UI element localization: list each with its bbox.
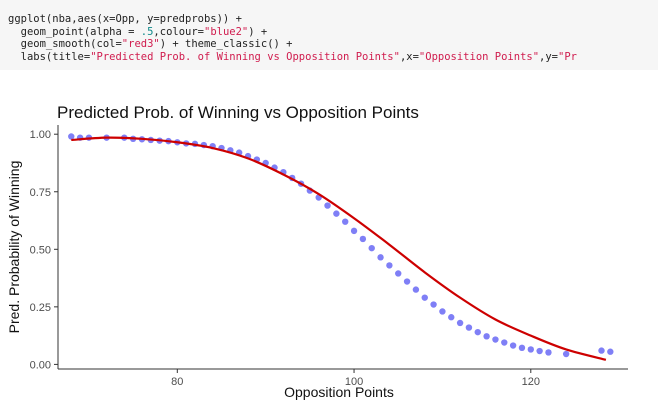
y-tick-label: 0.50 xyxy=(30,244,51,256)
data-point xyxy=(324,202,331,209)
x-tick-label: 100 xyxy=(345,376,363,388)
data-point xyxy=(456,319,464,327)
smooth-line xyxy=(71,136,607,361)
y-axis: 0.00 0.25 0.50 0.75 1.00 xyxy=(30,129,58,371)
data-point xyxy=(474,328,481,336)
data-point xyxy=(430,301,437,308)
data-point xyxy=(536,347,543,355)
data-point xyxy=(492,336,499,343)
x-tick-label: 120 xyxy=(522,376,540,388)
y-axis-label: Pred. Probability of Winning xyxy=(6,161,22,334)
scatter-points xyxy=(68,133,614,358)
y-tick-label: 0.75 xyxy=(30,187,51,199)
data-point xyxy=(421,294,428,301)
code-token: "Opposition Points" xyxy=(418,50,540,63)
code-token: "Predicted Prob. of Winning vs Oppositio… xyxy=(90,50,400,63)
data-point xyxy=(518,344,526,352)
code-token: ,y= xyxy=(539,50,558,63)
code-token: "red3" xyxy=(121,38,160,50)
code-token: geom_point(alpha = xyxy=(8,25,141,38)
y-tick-label: 0.25 xyxy=(30,302,51,314)
data-point xyxy=(368,244,375,252)
data-point xyxy=(386,262,393,269)
chart: Predicted Prob. of Winning vs Opposition… xyxy=(6,103,628,400)
code-line: labs(title="Predicted Prob. of Winning v… xyxy=(8,51,658,64)
data-point xyxy=(333,210,340,217)
data-point xyxy=(377,254,384,261)
code-token: ggplot(nba,aes(x=Opp, y=predprobs)) + xyxy=(8,13,242,25)
data-point xyxy=(598,347,605,354)
data-point xyxy=(465,324,473,331)
code-token: .5 xyxy=(140,25,154,38)
code-token: ,colour= xyxy=(153,25,204,38)
y-tick-label: 0.00 xyxy=(30,359,51,371)
data-point xyxy=(68,133,75,140)
data-point xyxy=(527,346,534,353)
code-block: ggplot(nba,aes(x=Opp, y=predprobs)) + ge… xyxy=(0,0,658,70)
x-tick-label: 80 xyxy=(171,376,183,388)
data-point xyxy=(412,286,420,293)
data-point xyxy=(359,235,367,243)
data-point xyxy=(545,349,552,356)
code-token: "Pr xyxy=(558,50,577,63)
chart-title: Predicted Prob. of Winning vs Opposition… xyxy=(57,103,419,122)
data-point xyxy=(607,348,614,355)
data-point xyxy=(350,227,358,235)
data-point xyxy=(403,278,411,285)
code-line: ggplot(nba,aes(x=Opp, y=predprobs)) + xyxy=(8,13,658,26)
data-point xyxy=(395,270,402,277)
code-line: geom_smooth(col="red3") + theme_classic(… xyxy=(8,38,658,51)
code-token: geom_smooth(col= xyxy=(8,38,122,50)
x-axis: 80 100 120 xyxy=(171,369,540,388)
code-token: ) + xyxy=(248,25,268,38)
data-point xyxy=(342,218,349,225)
x-axis-label: Opposition Points xyxy=(284,384,394,400)
data-point xyxy=(509,342,517,349)
code-token: ) + theme_classic() + xyxy=(159,38,293,50)
code-token: "blue2" xyxy=(204,25,249,38)
code-token: labs(title= xyxy=(8,50,91,63)
data-point xyxy=(483,333,490,340)
data-point xyxy=(562,350,570,358)
y-tick-label: 1.00 xyxy=(30,129,51,141)
data-point xyxy=(501,339,508,346)
data-point xyxy=(448,314,455,321)
data-point xyxy=(439,308,446,315)
code-line: geom_point(alpha = .5,colour="blue2") + xyxy=(8,26,658,39)
code-token: ,x= xyxy=(399,50,419,63)
